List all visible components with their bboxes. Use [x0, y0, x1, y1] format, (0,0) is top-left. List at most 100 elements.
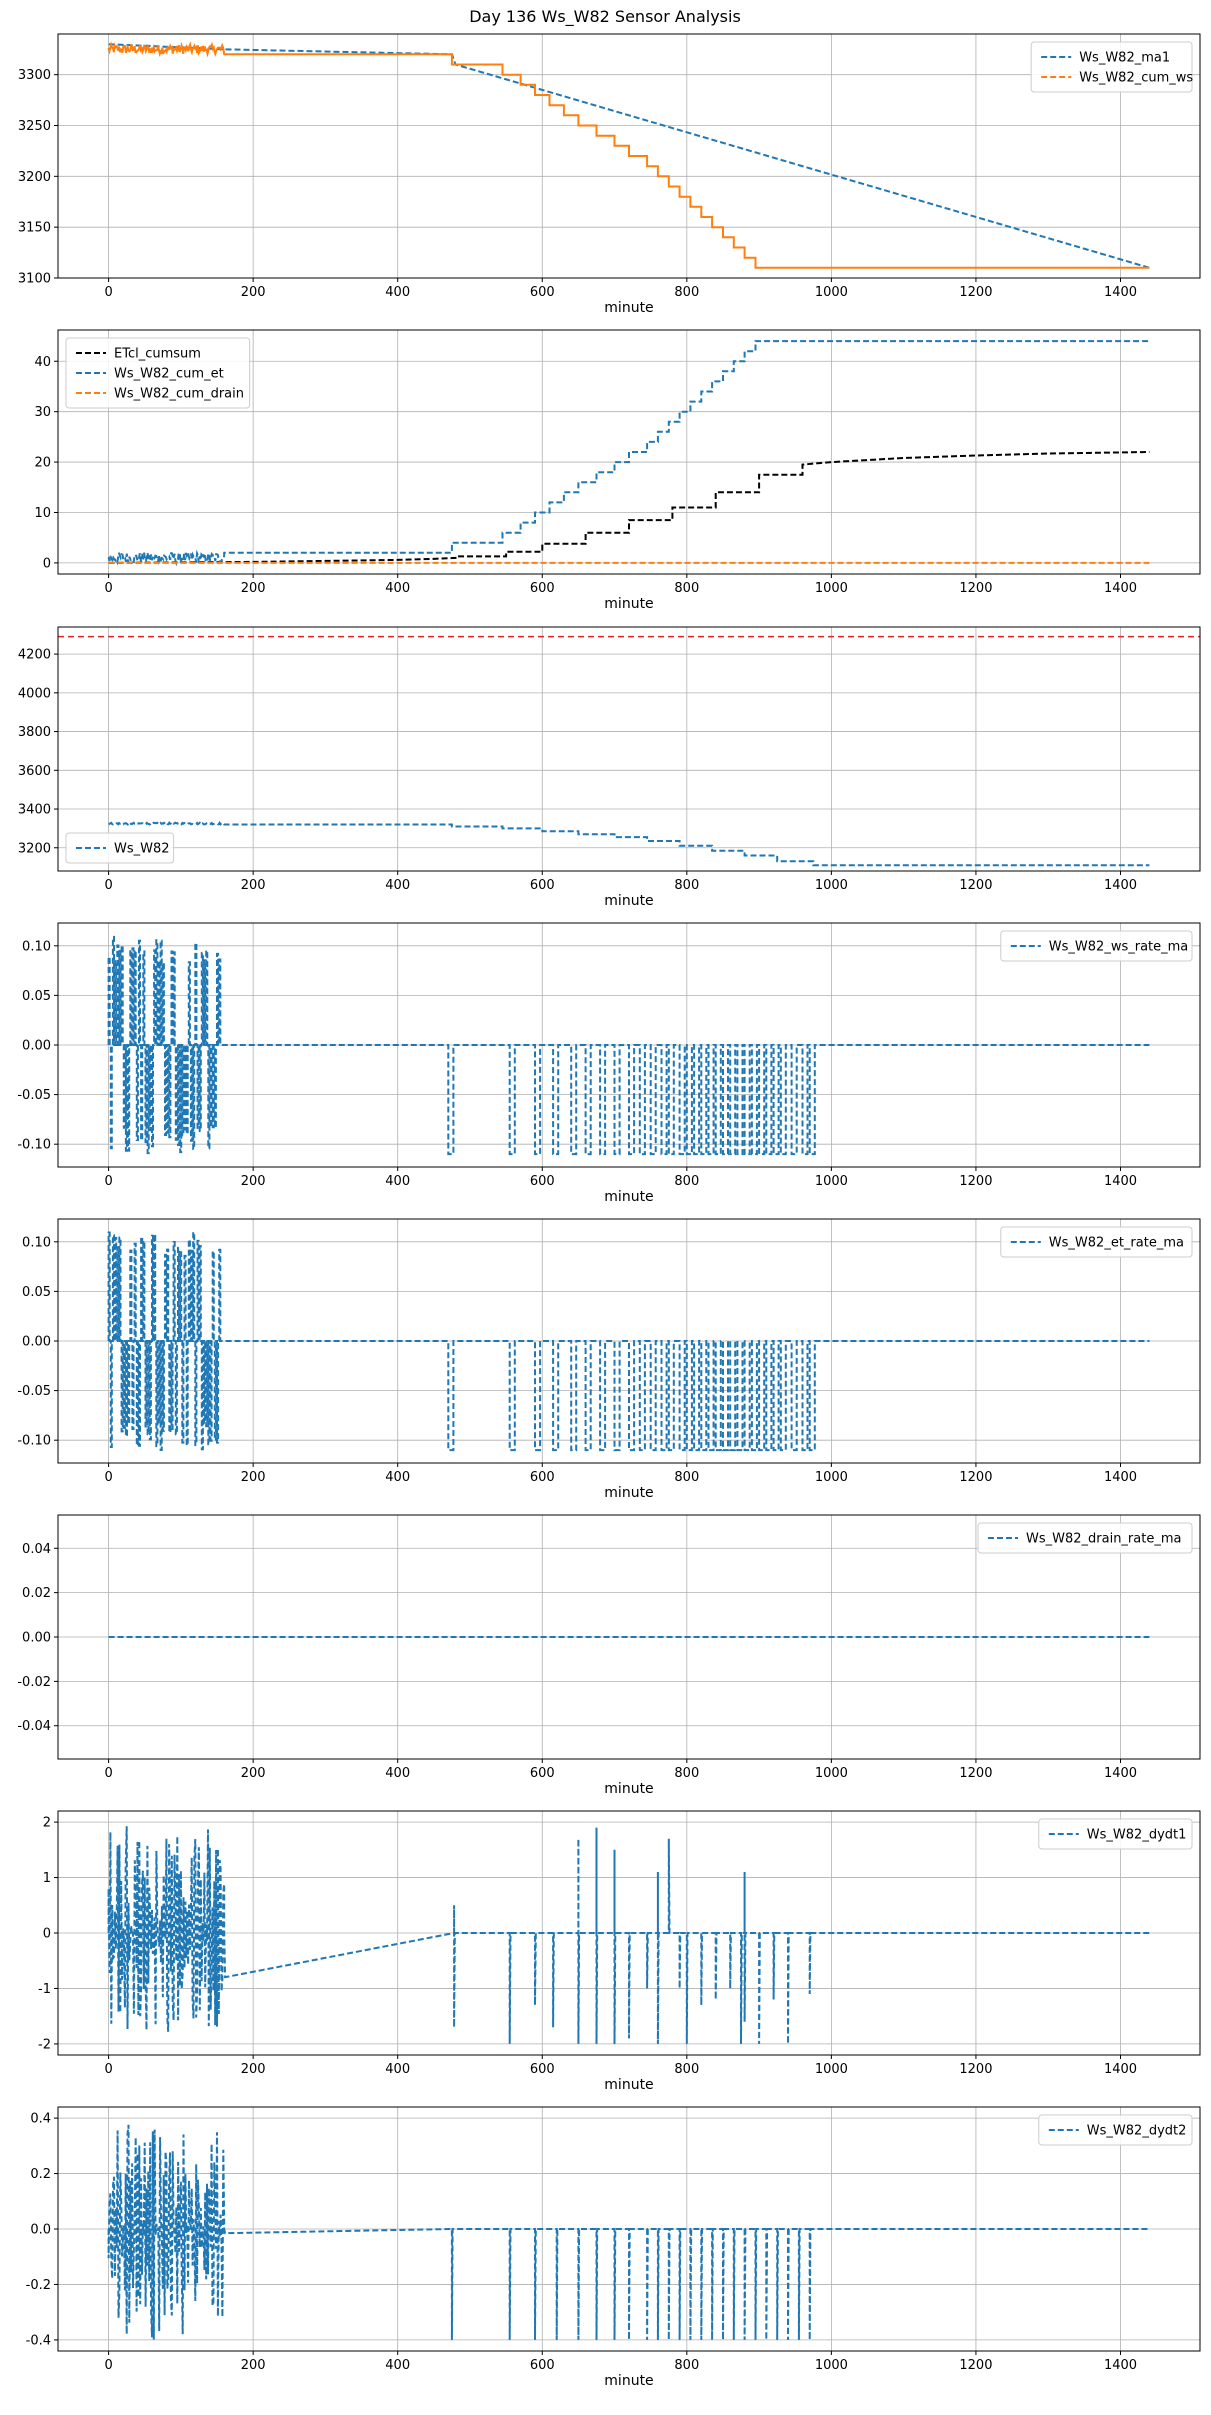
x-tick-label: 1200: [959, 1174, 992, 1189]
x-tick-label: 0: [104, 1174, 112, 1189]
legend-box: [65, 832, 175, 864]
panel-2: 0 200 400 600 800 1000 1200 1400 minute 0 10 20 30 40…: [34, 329, 1201, 612]
panel-8: 0 200 400 600 800 1000 1200 1400 minute -0.4 -0.2 0…: [26, 2106, 1201, 2389]
x-tick-label: 600: [530, 1470, 555, 1485]
x-tick-label: 800: [674, 878, 699, 893]
legend-label: Ws_W82_ma1: [1079, 51, 1170, 66]
legend-label: ETcl_cumsum: [114, 347, 201, 362]
y-tick-label: -2: [38, 2037, 51, 2052]
x-axis-label: minute: [604, 1781, 653, 1797]
axes-frame: [57, 626, 1201, 872]
x-tick-label: 200: [241, 2062, 266, 2077]
y-tick-label: 3150: [18, 221, 51, 236]
y-tick-label: 0.05: [22, 989, 51, 1004]
x-tick-label: 200: [241, 1470, 266, 1485]
x-axis-label: minute: [604, 2077, 653, 2093]
x-axis-label: minute: [604, 300, 653, 316]
x-tick-label: 1200: [959, 2062, 992, 2077]
x-tick-label: 600: [530, 285, 555, 300]
legend-label: Ws_W82: [114, 842, 170, 857]
x-tick-label: 800: [674, 2358, 699, 2373]
plot-area: [58, 635, 1200, 867]
y-tick-label: -0.04: [17, 1719, 51, 1734]
x-tick-label: 1000: [815, 1470, 848, 1485]
x-axis-label: minute: [604, 1485, 653, 1501]
x-tick-label: 0: [104, 581, 112, 596]
legend-label: Ws_W82_dydt2: [1087, 2124, 1187, 2139]
y-tick-label: 0: [43, 556, 51, 571]
x-tick-label: 800: [674, 2062, 699, 2077]
x-tick-label: 800: [674, 285, 699, 300]
plot-area: [107, 1826, 1150, 2044]
x-tick-label: 1000: [815, 1174, 848, 1189]
x-tick-label: 800: [674, 1174, 699, 1189]
y-tick-label: 4200: [18, 648, 51, 663]
y-tick-label: 20: [34, 456, 51, 471]
x-tick-label: 1400: [1104, 581, 1137, 596]
x-tick-label: 600: [530, 581, 555, 596]
y-tick-label: 4000: [18, 686, 51, 701]
x-tick-label: 0: [104, 285, 112, 300]
x-tick-label: 800: [674, 1766, 699, 1781]
y-tick-label: -0.10: [17, 1138, 51, 1153]
x-tick-label: 400: [385, 285, 410, 300]
panel-6: 0 200 400 600 800 1000 1200 1400 minute -0.04 -0.0…: [17, 1514, 1201, 1797]
plot-area: [107, 2124, 1150, 2340]
y-tick-label: -0.05: [17, 1384, 51, 1399]
x-tick-label: 1200: [959, 285, 992, 300]
y-tick-label: 10: [34, 506, 51, 521]
y-tick-label: 0.10: [22, 939, 51, 954]
x-tick-label: 1000: [815, 878, 848, 893]
x-tick-label: 800: [674, 581, 699, 596]
panel-3: 0 200 400 600 800 1000 1200 1400 minute 3200 3400 3…: [18, 626, 1201, 909]
x-tick-label: 0: [104, 1470, 112, 1485]
x-tick-label: 400: [385, 2062, 410, 2077]
legend-label: Ws_W82_dydt1: [1087, 1828, 1187, 1843]
y-tick-label: 0.0: [30, 2223, 51, 2238]
legend: Ws_W82_et_rate_ma: [1000, 1226, 1193, 1258]
x-tick-label: 200: [241, 285, 266, 300]
x-tick-label: 0: [104, 2358, 112, 2373]
legend-box: [1038, 1818, 1193, 1850]
panels: 0 200 400 600 800 1000 1200 1400minute310031503…: [17, 33, 1201, 2389]
y-tick-label: 3800: [18, 725, 51, 740]
x-tick-label: 1400: [1104, 878, 1137, 893]
x-tick-label: 800: [674, 1470, 699, 1485]
series-line: [107, 41, 1150, 269]
axes-frame: [57, 33, 1201, 279]
plot-area: [107, 340, 1150, 567]
x-tick-label: 0: [104, 878, 112, 893]
y-tick-label: -1: [38, 1982, 51, 1997]
x-tick-label: 200: [241, 1766, 266, 1781]
series-line: [107, 340, 1150, 567]
legend-box: [1038, 2114, 1193, 2146]
x-tick-label: 200: [241, 2358, 266, 2373]
x-tick-label: 1000: [815, 581, 848, 596]
x-tick-label: 1000: [815, 285, 848, 300]
x-tick-label: 600: [530, 1174, 555, 1189]
x-tick-label: 400: [385, 2358, 410, 2373]
legend-label: Ws_W82_cum_drain: [114, 387, 244, 402]
x-tick-label: 1000: [815, 2062, 848, 2077]
legend-box: [1000, 930, 1193, 962]
y-tick-label: 0.00: [22, 1335, 51, 1350]
y-tick-label: 3600: [18, 764, 51, 779]
legend-box: [1000, 1226, 1193, 1258]
legend-box: [65, 337, 251, 409]
y-tick-label: 0.05: [22, 1285, 51, 1300]
legend: ETcl_cumsum Ws_W82_cum_et Ws_W82_cum_drain: [65, 337, 251, 409]
legend: Ws_W82_dydt2: [1038, 2114, 1193, 2146]
axes-frame: [57, 329, 1201, 575]
x-tick-label: 400: [385, 581, 410, 596]
x-tick-label: 1400: [1104, 1470, 1137, 1485]
series-line: [107, 2124, 1150, 2340]
y-tick-label: 3250: [18, 119, 51, 134]
y-tick-label: -0.02: [17, 1675, 51, 1690]
x-tick-label: 200: [241, 878, 266, 893]
legend-label: Ws_W82_cum_et: [114, 367, 224, 382]
legend: Ws_W82_drain_rate_ma: [977, 1522, 1193, 1554]
y-tick-label: 3200: [18, 170, 51, 185]
legend-box: [977, 1522, 1193, 1554]
